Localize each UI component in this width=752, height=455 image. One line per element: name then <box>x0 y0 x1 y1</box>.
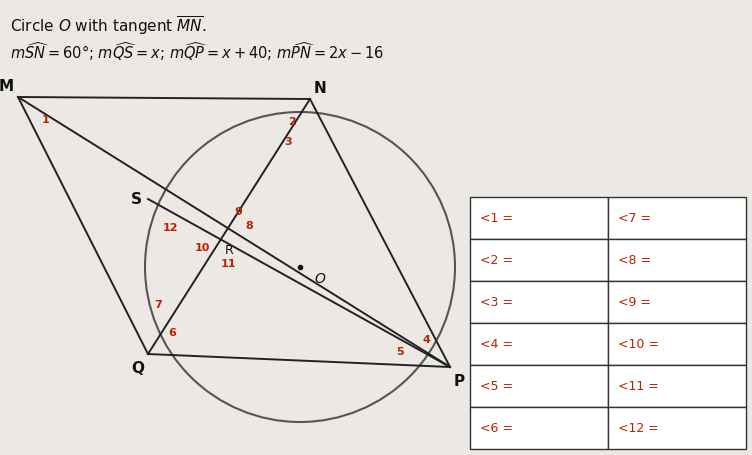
Text: Q: Q <box>131 360 144 375</box>
Text: R: R <box>225 244 234 257</box>
Text: 11: 11 <box>221 259 237 269</box>
Text: <7 =: <7 = <box>618 212 651 225</box>
Text: <11 =: <11 = <box>618 379 659 393</box>
Text: <6 =: <6 = <box>480 422 513 435</box>
Text: 3: 3 <box>284 136 292 147</box>
Text: 8: 8 <box>245 221 253 231</box>
Bar <box>470 197 608 239</box>
Bar <box>608 197 746 239</box>
Bar <box>470 365 608 407</box>
Text: <5 =: <5 = <box>480 379 513 393</box>
Bar <box>608 365 746 407</box>
Text: M: M <box>0 79 14 94</box>
Text: $\mathit{O}$: $\mathit{O}$ <box>314 271 326 285</box>
Text: 1: 1 <box>42 115 50 125</box>
Text: <12 =: <12 = <box>618 422 659 435</box>
Text: N: N <box>314 81 327 96</box>
Text: 5: 5 <box>396 346 404 356</box>
Bar <box>470 407 608 449</box>
Text: <10 =: <10 = <box>618 338 659 351</box>
Text: <4 =: <4 = <box>480 338 513 351</box>
Text: $m\widehat{SN} = 60°$; $m\widehat{QS} = x$; $m\widehat{QP} = x + 40$; $m\widehat: $m\widehat{SN} = 60°$; $m\widehat{QS} = … <box>10 40 384 63</box>
Bar <box>470 281 608 324</box>
Text: S: S <box>131 192 142 207</box>
Text: 9: 9 <box>235 207 243 217</box>
Text: <2 =: <2 = <box>480 254 513 267</box>
Text: 6: 6 <box>168 327 176 337</box>
Text: <1 =: <1 = <box>480 212 513 225</box>
Text: 12: 12 <box>162 222 177 233</box>
Bar <box>608 407 746 449</box>
Bar <box>608 324 746 365</box>
Text: Circle $\mathit{O}$ with tangent $\overline{MN}$.: Circle $\mathit{O}$ with tangent $\overl… <box>10 14 206 37</box>
Text: 4: 4 <box>422 334 430 344</box>
Bar <box>608 239 746 281</box>
Bar <box>470 239 608 281</box>
Bar <box>608 281 746 324</box>
Text: <9 =: <9 = <box>618 296 651 309</box>
Text: 2: 2 <box>288 117 296 127</box>
Bar <box>470 324 608 365</box>
Text: <3 =: <3 = <box>480 296 513 309</box>
Text: 7: 7 <box>154 299 162 309</box>
Text: <8 =: <8 = <box>618 254 651 267</box>
Text: 10: 10 <box>195 243 211 253</box>
Text: P: P <box>454 373 465 388</box>
